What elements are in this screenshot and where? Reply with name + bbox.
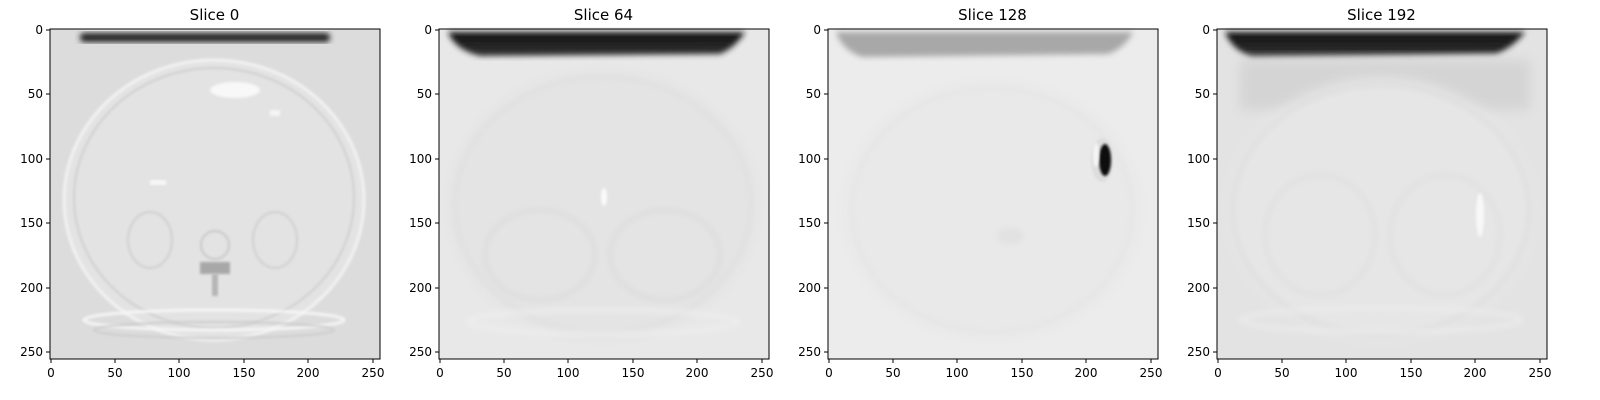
- y-tick-label: 150: [409, 216, 432, 230]
- x-tick-label: 250: [1529, 366, 1552, 380]
- x-tick-label: 200: [1075, 366, 1098, 380]
- x-tick-label: 150: [1011, 366, 1034, 380]
- y-tick-label: 200: [798, 281, 821, 295]
- x-tick-label: 0: [825, 366, 833, 380]
- y-tick-label: 0: [424, 23, 432, 37]
- y-tick-label: 200: [1187, 281, 1210, 295]
- y-tick-label: 100: [409, 152, 432, 166]
- x-tick-label: 0: [436, 366, 444, 380]
- x-axis: 0 50 100 150 200 250: [825, 359, 1162, 380]
- y-tick-label: 250: [1187, 345, 1210, 359]
- slice-image: [50, 29, 380, 359]
- panel-slice-64: Slice 64 0 50 100 150 200 250: [409, 6, 773, 380]
- y-tick-label: 250: [409, 345, 432, 359]
- panel-title: Slice 64: [574, 6, 633, 24]
- panel-slice-0: Slice 0 0 50 100 150: [20, 6, 384, 380]
- x-tick-label: 250: [362, 366, 385, 380]
- x-tick-label: 0: [47, 366, 55, 380]
- y-tick-label: 150: [798, 216, 821, 230]
- x-tick-label: 250: [751, 366, 774, 380]
- y-tick-label: 150: [1187, 216, 1210, 230]
- x-tick-label: 0: [1214, 366, 1222, 380]
- y-axis: 0 50 100 150 200 250: [409, 23, 439, 359]
- x-tick-label: 200: [297, 366, 320, 380]
- y-tick-label: 100: [798, 152, 821, 166]
- y-tick-label: 150: [20, 216, 43, 230]
- x-axis: 0 50 100 150 200 250: [436, 359, 773, 380]
- panel-title: Slice 192: [1347, 6, 1416, 24]
- x-tick-label: 50: [885, 366, 900, 380]
- x-tick-label: 150: [233, 366, 256, 380]
- y-tick-label: 200: [20, 281, 43, 295]
- x-tick-label: 200: [1464, 366, 1487, 380]
- y-tick-label: 0: [813, 23, 821, 37]
- x-tick-label: 50: [1274, 366, 1289, 380]
- y-axis: 0 50 100 150 200 250: [20, 23, 50, 359]
- y-tick-label: 250: [798, 345, 821, 359]
- y-axis: 0 50 100 150 200 250: [798, 23, 828, 359]
- y-tick-label: 250: [20, 345, 43, 359]
- x-tick-label: 100: [1335, 366, 1358, 380]
- panel-title: Slice 128: [958, 6, 1027, 24]
- x-axis: 0 50 100 150 200 250: [47, 359, 384, 380]
- x-tick-label: 200: [686, 366, 709, 380]
- x-tick-label: 100: [168, 366, 191, 380]
- slice-image: [439, 29, 769, 359]
- x-tick-label: 250: [1140, 366, 1163, 380]
- y-tick-label: 0: [35, 23, 43, 37]
- panel-slice-192: Slice 192 0 50 100 150 200 250: [1187, 6, 1551, 380]
- slice-image: [828, 29, 1158, 359]
- y-tick-label: 50: [417, 87, 432, 101]
- panel-slice-128: Slice 128 0 50 100 150 200 250: [798, 6, 1162, 380]
- x-tick-label: 50: [107, 366, 122, 380]
- y-tick-label: 100: [1187, 152, 1210, 166]
- y-axis: 0 50 100 150 200 250: [1187, 23, 1217, 359]
- y-tick-label: 50: [1195, 87, 1210, 101]
- x-tick-label: 100: [557, 366, 580, 380]
- y-tick-label: 50: [28, 87, 43, 101]
- y-tick-label: 0: [1202, 23, 1210, 37]
- slice-image: [1217, 29, 1547, 359]
- x-tick-label: 150: [622, 366, 645, 380]
- y-tick-label: 200: [409, 281, 432, 295]
- y-tick-label: 50: [806, 87, 821, 101]
- x-tick-label: 100: [946, 366, 969, 380]
- y-tick-label: 100: [20, 152, 43, 166]
- x-axis: 0 50 100 150 200 250: [1214, 359, 1551, 380]
- x-tick-label: 50: [496, 366, 511, 380]
- x-tick-label: 150: [1400, 366, 1423, 380]
- panel-title: Slice 0: [190, 6, 240, 24]
